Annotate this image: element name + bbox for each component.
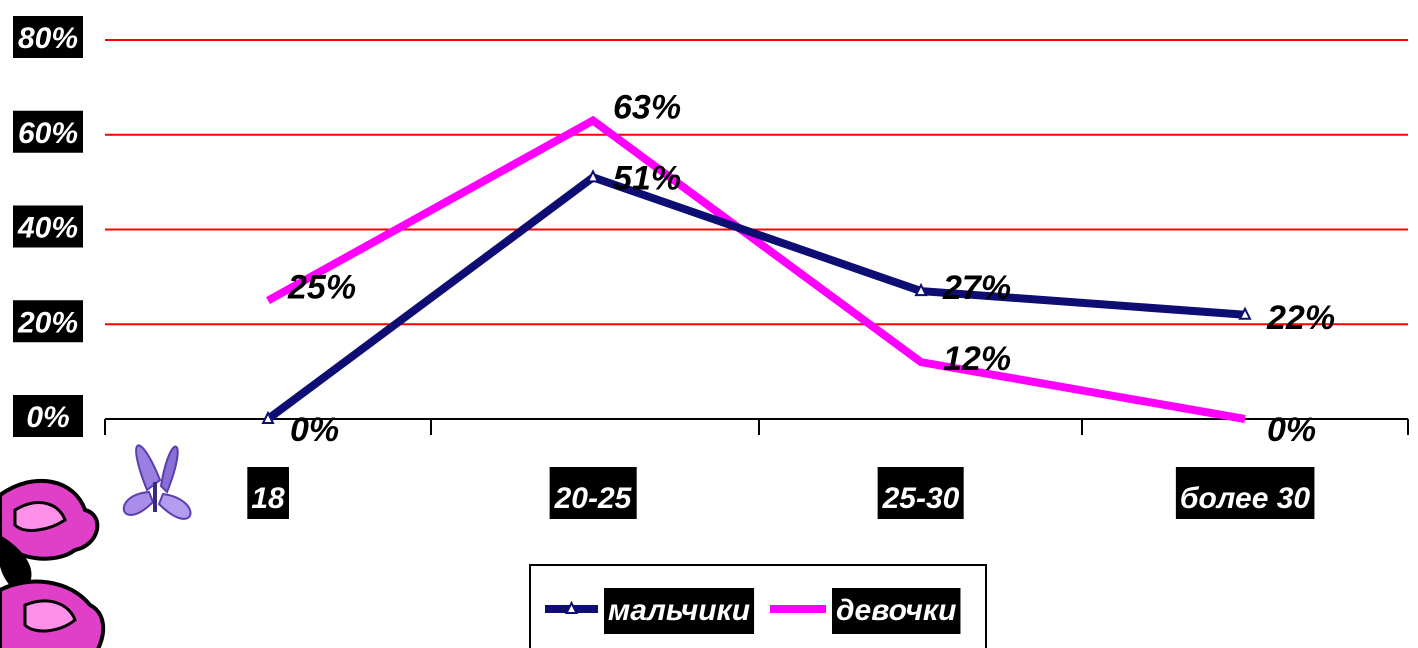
series-line-1	[266, 115, 1246, 423]
x-tick-label: 25-30	[877, 467, 964, 519]
x-tick-text: 25-30	[882, 482, 960, 515]
y-tick-text: 60%	[18, 117, 78, 150]
data-label: 27%	[942, 269, 1011, 307]
x-tick-label: более 30	[1175, 467, 1315, 519]
data-label: 51%	[613, 159, 681, 197]
legend-label: девочки	[836, 594, 956, 627]
data-label: 63%	[613, 89, 681, 127]
y-tick-text: 40%	[17, 212, 78, 245]
gridlines	[105, 39, 1408, 326]
data-label: 22%	[1266, 299, 1335, 337]
x-axis	[104, 418, 1409, 435]
y-tick-text: 80%	[18, 22, 78, 55]
legend-entry: мальчики	[545, 588, 755, 634]
x-tick-label: 20-25	[549, 467, 637, 519]
butterfly-flower-icon	[0, 444, 192, 648]
y-tick-label: 40%	[13, 205, 83, 248]
data-label: 0%	[1267, 411, 1316, 449]
series-line-0	[265, 172, 1246, 423]
data-point	[914, 282, 928, 297]
data-point	[586, 169, 600, 183]
y-tick-text: 20%	[17, 306, 78, 339]
data-labels: 0% 51% 27% 22% 25% 63% 12% 0%	[287, 89, 1335, 449]
y-tick-text: 0%	[26, 401, 69, 434]
data-label: 12%	[943, 340, 1011, 378]
legend-entry: девочки	[770, 588, 961, 634]
y-tick-label: 20%	[13, 300, 83, 343]
legend-label: мальчики	[608, 594, 750, 627]
data-label: 0%	[290, 411, 339, 449]
x-tick-text: 20-25	[554, 482, 633, 515]
legend: мальчики девочки	[529, 564, 987, 648]
data-point	[1238, 306, 1252, 320]
x-tick-labels: 18 20-25 25-30 более 30	[247, 467, 1315, 519]
x-tick-text: более 30	[1180, 482, 1311, 515]
data-point	[261, 410, 275, 424]
x-tick-text: 18	[251, 482, 285, 515]
y-tick-label: 0%	[13, 395, 83, 437]
y-tick-label: 60%	[13, 110, 83, 153]
data-label: 25%	[287, 269, 356, 307]
y-tick-label: 80%	[13, 16, 83, 58]
x-tick-label: 18	[247, 467, 289, 519]
y-tick-labels: 0% 20% 40% 60% 80%	[13, 16, 83, 437]
series-lines	[261, 115, 1252, 424]
